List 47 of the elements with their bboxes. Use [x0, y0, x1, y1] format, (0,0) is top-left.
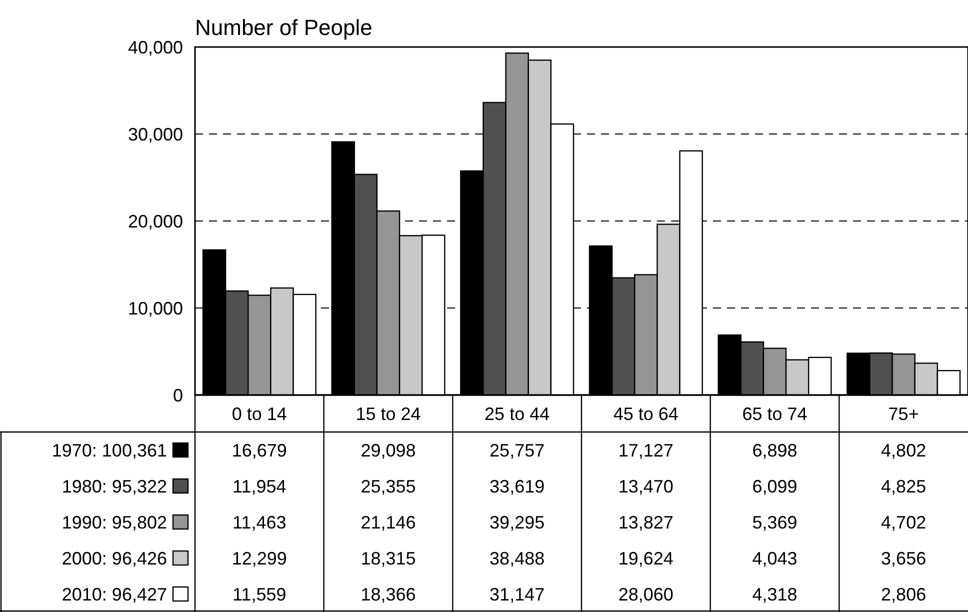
- data-label: 16,679: [232, 440, 287, 460]
- y-tick-label: 40,000: [128, 37, 183, 58]
- y-tick-label: 10,000: [128, 298, 183, 318]
- data-label: 13,470: [618, 476, 674, 496]
- y-tick-label: 30,000: [128, 124, 183, 144]
- data-label: 5,369: [752, 512, 798, 532]
- data-label: 29,098: [360, 440, 416, 460]
- data-label: 6,099: [752, 476, 798, 496]
- data-label: 21,146: [360, 512, 416, 532]
- data-label: 4,802: [881, 440, 926, 460]
- x-tick-label: 25 to 44: [484, 404, 550, 424]
- data-label: 4,043: [752, 548, 798, 568]
- data-label: 19,624: [618, 548, 674, 568]
- data-label: 33,619: [490, 476, 545, 496]
- data-label: 11,954: [232, 476, 286, 496]
- data-label: 4,825: [881, 476, 926, 496]
- data-label: 3,656: [881, 548, 926, 568]
- data-label: 18,366: [360, 584, 416, 604]
- y-tick-label: 20,000: [128, 211, 183, 232]
- chart-title: Number of People: [195, 15, 372, 40]
- legend-label: 1970: 100,361: [52, 440, 167, 460]
- data-label: 38,488: [490, 548, 545, 568]
- data-label: 13,827: [618, 512, 674, 532]
- data-label: 6,898: [752, 440, 798, 460]
- data-label: 12,299: [232, 548, 287, 568]
- y-tick-label: 0: [172, 385, 183, 406]
- legend-label: 1980: 95,322: [62, 476, 167, 496]
- data-label: 11,463: [232, 512, 286, 532]
- data-label: 11,559: [232, 584, 286, 604]
- x-tick-label: 75+: [888, 404, 919, 424]
- data-label: 4,318: [752, 584, 798, 604]
- x-tick-label: 0 to 14: [232, 404, 287, 424]
- data-label: 28,060: [618, 584, 674, 604]
- x-tick-label: 15 to 24: [356, 404, 421, 424]
- data-label: 31,147: [490, 584, 545, 604]
- data-label: 25,355: [360, 476, 416, 496]
- data-label: 18,315: [360, 548, 416, 568]
- data-label: 39,295: [490, 512, 545, 532]
- data-label: 25,757: [490, 440, 545, 460]
- data-label: 17,127: [618, 440, 674, 460]
- legend-label: 1990: 95,802: [62, 512, 167, 532]
- x-tick-label: 45 to 64: [613, 404, 678, 424]
- x-tick-label: 65 to 74: [742, 404, 808, 424]
- data-label: 2,806: [881, 584, 926, 604]
- legend-label: 2000: 96,426: [62, 548, 167, 568]
- legend-label: 2010: 96,427: [62, 584, 167, 604]
- data-label: 4,702: [881, 512, 926, 532]
